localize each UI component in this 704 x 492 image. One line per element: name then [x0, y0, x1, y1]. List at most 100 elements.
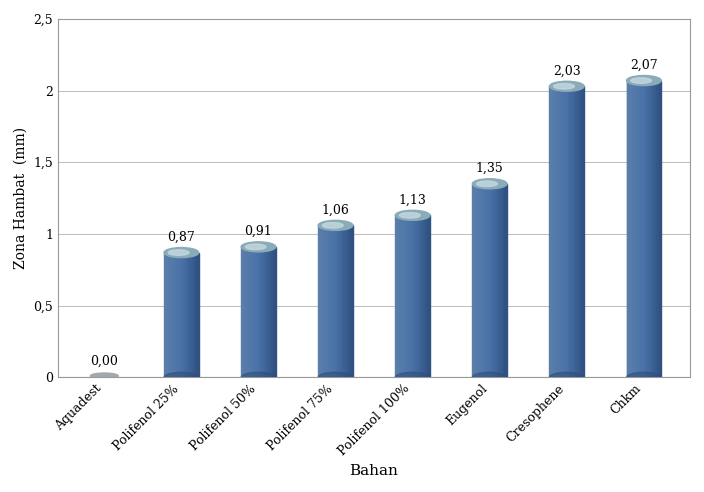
Bar — [251, 247, 253, 377]
Bar — [404, 215, 405, 377]
Bar — [425, 215, 426, 377]
Bar — [262, 247, 263, 377]
Bar — [656, 81, 657, 377]
Bar — [502, 184, 503, 377]
Bar — [558, 86, 559, 377]
Bar — [189, 252, 190, 377]
Bar — [326, 225, 327, 377]
Bar — [658, 81, 659, 377]
Bar — [580, 86, 581, 377]
Bar — [575, 86, 577, 377]
Bar — [327, 225, 328, 377]
Bar — [322, 225, 323, 377]
Bar — [352, 225, 353, 377]
Bar — [261, 247, 262, 377]
Bar — [330, 225, 331, 377]
Ellipse shape — [241, 372, 276, 382]
Bar — [253, 247, 254, 377]
Bar — [338, 225, 339, 377]
Bar — [403, 215, 404, 377]
Bar — [415, 215, 416, 377]
Bar — [321, 225, 322, 377]
Bar — [494, 184, 495, 377]
Bar — [412, 215, 413, 377]
Bar — [398, 215, 400, 377]
Bar — [331, 225, 332, 377]
Bar — [562, 86, 563, 377]
Bar — [422, 215, 423, 377]
Bar — [325, 225, 326, 377]
Text: 0,87: 0,87 — [168, 231, 195, 244]
Ellipse shape — [168, 250, 189, 255]
Bar — [193, 252, 194, 377]
Bar — [337, 225, 338, 377]
Bar — [633, 81, 634, 377]
Bar — [174, 252, 175, 377]
Bar — [636, 81, 637, 377]
Bar — [401, 215, 402, 377]
Bar — [257, 247, 258, 377]
Bar — [423, 215, 424, 377]
Ellipse shape — [164, 247, 199, 258]
Bar — [491, 184, 492, 377]
Bar — [646, 81, 648, 377]
Bar — [420, 215, 421, 377]
Bar — [348, 225, 349, 377]
Ellipse shape — [318, 372, 353, 382]
Ellipse shape — [245, 244, 266, 249]
Bar — [477, 184, 479, 377]
Bar — [484, 184, 485, 377]
Bar — [182, 252, 183, 377]
Bar — [655, 81, 656, 377]
Text: 1,13: 1,13 — [398, 194, 427, 207]
Bar — [495, 184, 496, 377]
Bar — [260, 247, 261, 377]
Bar — [194, 252, 195, 377]
Bar — [267, 247, 268, 377]
Bar — [187, 252, 189, 377]
Bar — [552, 86, 553, 377]
Bar — [169, 252, 170, 377]
Bar — [183, 252, 184, 377]
Bar — [178, 252, 179, 377]
Bar — [170, 252, 171, 377]
Bar — [396, 215, 397, 377]
Bar — [195, 252, 196, 377]
Bar — [577, 86, 578, 377]
Bar — [549, 86, 551, 377]
Bar — [481, 184, 482, 377]
Ellipse shape — [395, 372, 430, 382]
Text: 0,91: 0,91 — [244, 225, 272, 238]
Bar — [551, 86, 552, 377]
Y-axis label: Zona Hambat  (mm): Zona Hambat (mm) — [14, 127, 28, 269]
Bar — [556, 86, 558, 377]
Bar — [332, 225, 333, 377]
Bar — [242, 247, 243, 377]
Bar — [564, 86, 565, 377]
Bar — [266, 247, 267, 377]
X-axis label: Bahan: Bahan — [350, 464, 398, 478]
Bar — [429, 215, 430, 377]
Bar — [177, 252, 178, 377]
Bar — [333, 225, 334, 377]
Bar — [250, 247, 251, 377]
Bar — [320, 225, 321, 377]
Bar — [254, 247, 255, 377]
Ellipse shape — [472, 372, 507, 382]
Ellipse shape — [472, 179, 507, 189]
Ellipse shape — [627, 76, 661, 86]
Bar — [657, 81, 658, 377]
Ellipse shape — [627, 372, 661, 382]
Bar — [397, 215, 398, 377]
Bar — [405, 215, 406, 377]
Bar — [176, 252, 177, 377]
Bar — [650, 81, 652, 377]
Bar — [419, 215, 420, 377]
Bar — [275, 247, 276, 377]
Bar — [638, 81, 639, 377]
Bar — [553, 86, 554, 377]
Bar — [175, 252, 176, 377]
Bar — [344, 225, 345, 377]
Bar — [498, 184, 499, 377]
Bar — [630, 81, 631, 377]
